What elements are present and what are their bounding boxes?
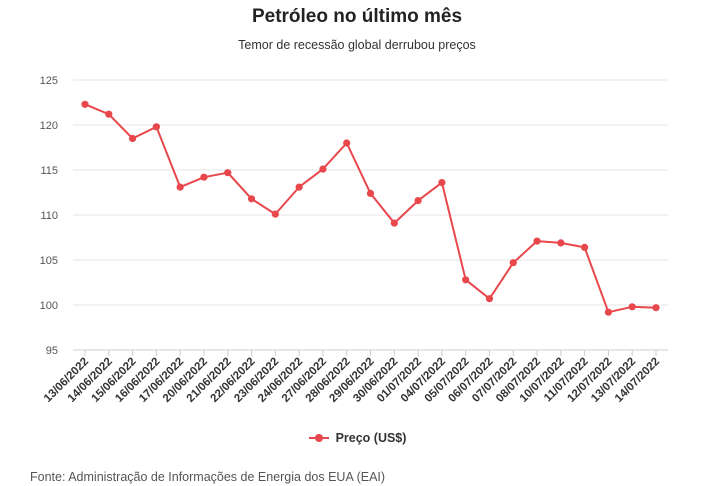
source-note: Fonte: Administração de Informações de E…	[30, 470, 386, 484]
data-point[interactable]	[462, 276, 470, 284]
series-preco	[81, 100, 660, 316]
y-tick-label: 120	[40, 120, 58, 132]
data-point[interactable]	[224, 169, 232, 177]
y-tick-label: 105	[40, 255, 58, 267]
data-point[interactable]	[271, 210, 279, 218]
y-tick-label: 115	[40, 165, 58, 177]
legend-marker-icon	[308, 434, 329, 442]
data-point[interactable]	[152, 123, 160, 131]
legend[interactable]: Preço (US$)	[0, 431, 714, 447]
data-point[interactable]	[295, 183, 303, 191]
series-line	[84, 103, 657, 314]
data-point[interactable]	[105, 110, 113, 118]
data-point[interactable]	[414, 197, 422, 205]
data-point[interactable]	[628, 303, 636, 311]
data-point[interactable]	[247, 195, 256, 203]
grid-lines	[73, 79, 668, 351]
y-axis: 95 100 105 110 115 120 125	[40, 75, 58, 357]
data-point[interactable]	[509, 259, 517, 267]
data-point[interactable]	[533, 237, 541, 245]
data-point[interactable]	[81, 100, 89, 108]
data-point[interactable]	[557, 239, 565, 247]
y-tick-label: 100	[40, 300, 58, 312]
data-point[interactable]	[366, 189, 375, 197]
y-tick-label: 125	[40, 75, 58, 87]
data-point[interactable]	[128, 134, 137, 143]
data-point[interactable]	[176, 183, 184, 191]
y-tick-label: 95	[46, 345, 58, 357]
data-point[interactable]	[485, 295, 494, 303]
data-point[interactable]	[438, 179, 446, 187]
legend-label: Preço (US$)	[335, 431, 407, 445]
data-point[interactable]	[581, 243, 589, 251]
data-point[interactable]	[652, 304, 660, 312]
chart-title: Petróleo no último mês	[251, 6, 463, 27]
data-point[interactable]	[343, 139, 351, 147]
data-point[interactable]	[319, 165, 327, 173]
y-tick-label: 110	[40, 210, 58, 222]
data-point[interactable]	[200, 173, 208, 181]
data-point[interactable]	[604, 308, 613, 316]
data-point[interactable]	[390, 219, 398, 227]
x-axis: 13/06/202214/06/202215/06/202216/06/2022…	[42, 350, 662, 405]
chart-subtitle: Temor de recessão global derrubou preços	[238, 38, 476, 52]
